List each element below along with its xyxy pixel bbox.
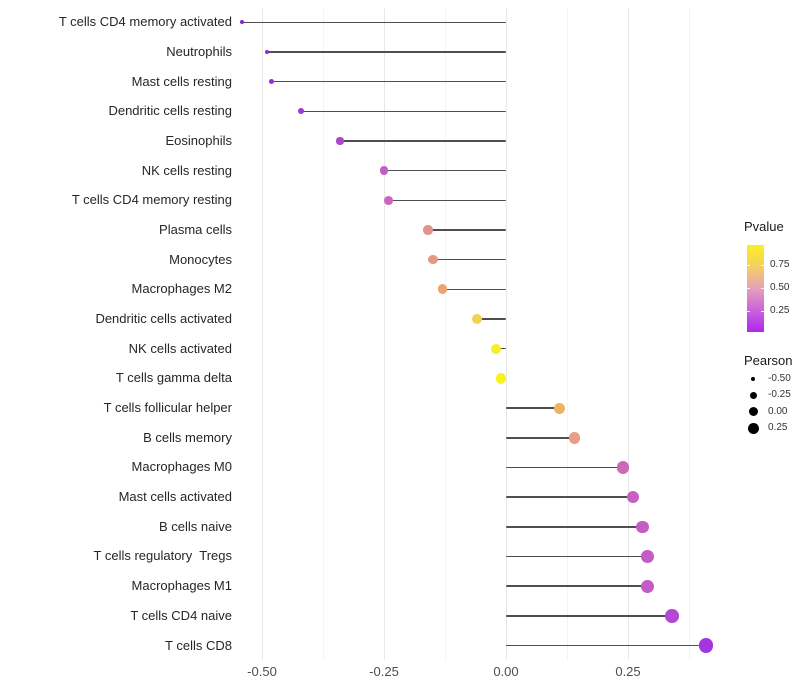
lollipop-stem <box>388 199 506 202</box>
category-label: Dendritic cells resting <box>108 103 232 119</box>
lollipop-point <box>264 49 270 55</box>
gridline-minor <box>688 8 690 660</box>
pvalue-tick-mark <box>747 288 750 289</box>
lollipop-stem <box>442 288 506 291</box>
lollipop-point <box>636 520 649 534</box>
pvalue-tick-label: 0.75 <box>770 259 790 270</box>
lollipop-point <box>437 284 448 295</box>
category-label: T cells CD4 memory resting <box>71 192 232 208</box>
lollipop-stem <box>506 496 633 498</box>
lollipop-stem <box>506 585 648 587</box>
lollipop-point <box>269 79 275 85</box>
lollipop-stem <box>506 644 707 647</box>
lollipop-point <box>665 609 679 623</box>
lollipop-point <box>298 108 304 115</box>
category-label: T cells CD8 <box>165 637 232 653</box>
category-label: B cells naive <box>159 518 232 534</box>
lollipop-point <box>379 166 389 175</box>
pearson-size-dot <box>748 407 758 416</box>
category-label: Mast cells resting <box>131 73 232 89</box>
category-label: T cells CD4 memory activated <box>58 14 232 30</box>
lollipop-stem <box>506 407 560 409</box>
lollipop-stem <box>384 169 506 172</box>
lollipop-point <box>471 313 482 325</box>
category-label: Dendritic cells activated <box>95 311 232 327</box>
lollipop-stem <box>340 140 506 142</box>
pearson-size-label: 0.25 <box>768 422 788 433</box>
pearson-size-label: -0.25 <box>768 389 791 400</box>
lollipop-stem <box>506 437 575 439</box>
gridline-major <box>383 8 385 660</box>
lollipop-point <box>698 638 714 653</box>
x-tick-label: -0.25 <box>369 664 399 679</box>
lollipop-stem <box>432 258 506 261</box>
category-label: Macrophages M0 <box>131 459 232 475</box>
pvalue-tick-mark <box>761 265 764 266</box>
gridline-minor <box>566 8 568 660</box>
gridline-minor <box>444 8 446 660</box>
category-label: B cells memory <box>143 429 232 445</box>
x-tick-label: 0.00 <box>493 664 519 679</box>
lollipop-point <box>491 343 502 354</box>
lollipop-point <box>384 195 394 205</box>
gridline-major <box>505 8 507 660</box>
pvalue-tick-mark <box>761 311 764 312</box>
category-label: Monocytes <box>169 251 232 267</box>
x-tick-label: -0.50 <box>247 664 277 679</box>
lollipop-point <box>626 490 640 504</box>
gridline-major <box>261 8 263 660</box>
lollipop-stem <box>496 347 506 350</box>
pvalue-tick-mark <box>747 265 750 266</box>
lollipop-point <box>240 20 245 25</box>
category-label: T cells CD4 naive <box>130 607 232 623</box>
lollipop-point <box>423 225 433 235</box>
lollipop-point <box>617 461 630 474</box>
category-label: Mast cells activated <box>118 489 232 505</box>
category-label: NK cells resting <box>141 162 232 178</box>
category-label: Macrophages M1 <box>131 578 232 594</box>
category-label: T cells follicular helper <box>103 400 232 416</box>
category-label: Eosinophils <box>165 133 233 148</box>
gridline-minor <box>322 8 324 660</box>
lollipop-stem <box>271 80 506 83</box>
lollipop-point <box>641 550 654 563</box>
pearson-size-dot <box>747 422 759 434</box>
x-tick-label: 0.25 <box>615 664 641 679</box>
pvalue-legend-title: Pvalue <box>744 219 784 234</box>
lollipop-point <box>495 373 507 384</box>
lollipop-point <box>336 137 344 145</box>
lollipop-point <box>641 579 654 593</box>
pearson-size-dot <box>749 391 757 399</box>
pvalue-tick-mark <box>747 311 750 312</box>
category-label: Macrophages M2 <box>131 281 232 297</box>
pearson-size-label: 0.00 <box>768 405 788 417</box>
category-label: T cells regulatory Tregs <box>93 548 232 564</box>
lollipop-stem <box>476 318 506 320</box>
pvalue-colorbar-gradient <box>747 245 764 332</box>
lollipop-stem <box>506 555 648 558</box>
category-label: Neutrophils <box>166 43 232 59</box>
category-label: NK cells activated <box>128 340 232 356</box>
lollipop-point <box>428 254 438 265</box>
pearson-legend-title: Pearson <box>744 353 793 368</box>
pvalue-tick-mark <box>761 288 764 289</box>
lollipop-stem <box>266 51 506 53</box>
category-label: Plasma cells <box>159 222 232 238</box>
lollipop-stem <box>506 615 672 617</box>
pvalue-tick-label: 0.25 <box>770 305 790 316</box>
lollipop-point <box>568 431 581 444</box>
category-label: T cells gamma delta <box>115 370 232 386</box>
lollipop-stem <box>506 466 624 469</box>
pearson-size-label: -0.50 <box>768 373 791 384</box>
gridline-major <box>627 8 629 660</box>
lollipop-stem <box>506 526 643 528</box>
lollipop-stem <box>242 21 506 24</box>
lollipop-stem <box>427 229 506 231</box>
pearson-size-dot <box>751 377 755 381</box>
pvalue-tick-label: 0.50 <box>770 282 790 293</box>
lollipop-stem <box>301 110 506 113</box>
lollipop-point <box>554 402 566 414</box>
